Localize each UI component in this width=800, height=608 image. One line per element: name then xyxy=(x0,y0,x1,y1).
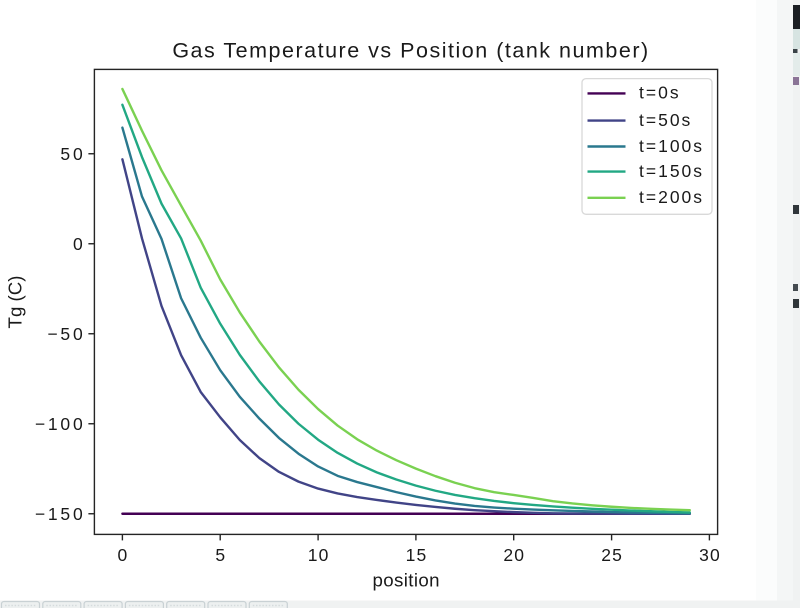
svg-text:t=200s: t=200s xyxy=(639,187,704,207)
svg-text:15: 15 xyxy=(406,545,428,565)
svg-text:t=50s: t=50s xyxy=(639,110,692,130)
svg-text:0: 0 xyxy=(73,234,86,254)
svg-text:Tg (C): Tg (C) xyxy=(5,276,26,329)
svg-text:−50: −50 xyxy=(47,324,85,344)
svg-text:25: 25 xyxy=(601,545,623,565)
svg-text:50: 50 xyxy=(60,144,85,164)
svg-text:−150: −150 xyxy=(35,504,86,524)
svg-text:−100: −100 xyxy=(35,414,86,434)
svg-text:t=100s: t=100s xyxy=(639,136,704,156)
svg-text:20: 20 xyxy=(503,545,525,565)
svg-text:5: 5 xyxy=(215,545,226,565)
svg-text:position: position xyxy=(373,569,440,590)
svg-text:t=150s: t=150s xyxy=(639,161,704,181)
svg-text:Gas Temperature vs Position (t: Gas Temperature vs Position (tank number… xyxy=(172,39,649,63)
svg-text:10: 10 xyxy=(308,545,330,565)
svg-text:0: 0 xyxy=(118,545,129,565)
svg-text:t=0s: t=0s xyxy=(639,83,681,103)
svg-text:30: 30 xyxy=(699,545,721,565)
